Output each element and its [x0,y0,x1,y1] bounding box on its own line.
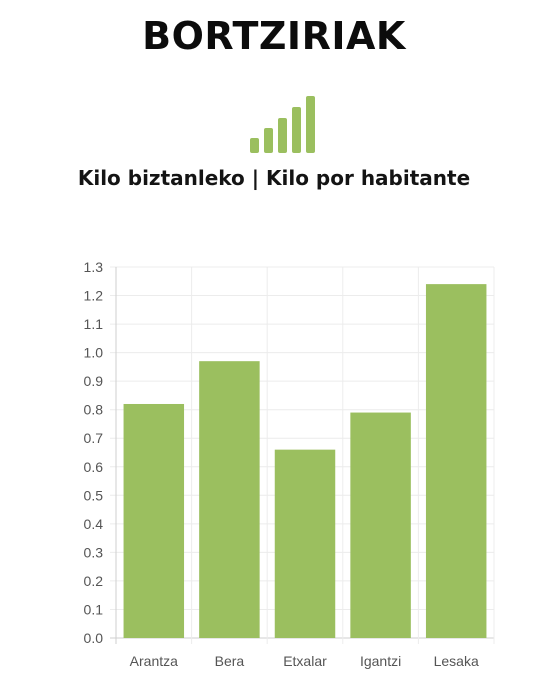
chart-bars [123,284,487,638]
chart-subtitle: Kilo biztanleko | Kilo por habitante [77,166,471,190]
bar-igantzi [350,412,411,638]
y-tick-label: 1.2 [84,288,104,304]
y-tick-label: 0.7 [84,430,104,446]
y-tick-label: 0.0 [84,630,104,646]
x-tick-label: Lesaka [434,653,479,669]
bar-bera [199,361,260,638]
y-tick-label: 0.6 [84,459,104,475]
bar-lesaka [425,284,487,638]
bar-arantza [123,403,185,638]
y-axis-ticks: 0.0 0.1 0.2 0.3 0.4 0.5 0.6 0.7 0.8 0.9 1.0 1.1 1.2 1… [84,259,104,646]
y-tick-label: 0.4 [84,516,104,532]
y-tick-label: 1.0 [84,345,104,361]
x-tick-label: Igantzi [360,653,401,669]
y-tick-label: 0.9 [84,373,104,389]
x-tick-label: Bera [215,653,245,669]
y-tick-label: 0.8 [84,402,104,418]
y-tick-label: 0.2 [84,573,104,589]
page-title: BORTZIRIAK [142,14,406,58]
bar-etxalar [274,449,336,638]
signal-bars-icon [248,94,320,156]
y-tick-label: 0.1 [84,601,104,617]
y-tick-label: 0.3 [84,544,104,560]
y-tick-label: 1.3 [84,259,104,275]
x-axis-ticks: Arantza Bera Etxalar Igantzi Lesaka [130,653,479,669]
y-tick-label: 0.5 [84,487,104,503]
x-tick-label: Etxalar [283,653,327,669]
y-tick-label: 1.1 [84,316,104,332]
x-tick-label: Arantza [130,653,178,669]
